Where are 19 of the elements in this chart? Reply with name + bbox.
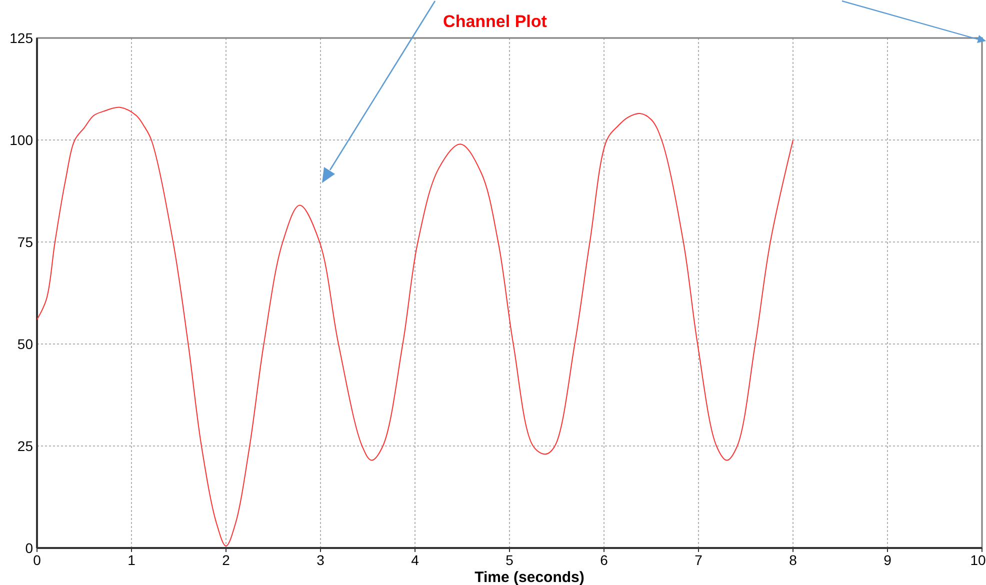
x-tick-label: 10 xyxy=(970,552,986,568)
x-tick-label: 4 xyxy=(411,552,420,568)
y-tick-label: 25 xyxy=(17,438,34,454)
x-tick-label: 8 xyxy=(789,552,798,568)
chart-title: Channel Plot xyxy=(443,12,548,31)
x-tick-label: 3 xyxy=(316,552,325,568)
x-tick-label: 5 xyxy=(506,552,514,568)
x-tick-label: 6 xyxy=(600,552,608,568)
y-tick-label: 100 xyxy=(10,132,34,148)
y-tick-label: 50 xyxy=(17,336,34,352)
x-tick-label: 9 xyxy=(884,552,892,568)
x-tick-label: 7 xyxy=(694,552,703,568)
line-series xyxy=(36,106,794,546)
x-tick-label: 2 xyxy=(222,552,230,568)
x-axis-title: Time (seconds) xyxy=(474,569,584,585)
y-tick-label: 75 xyxy=(17,234,34,250)
y-tick-label: 0 xyxy=(25,540,34,556)
y-tick-label: 125 xyxy=(10,30,34,46)
x-tick-label: 1 xyxy=(128,552,136,568)
